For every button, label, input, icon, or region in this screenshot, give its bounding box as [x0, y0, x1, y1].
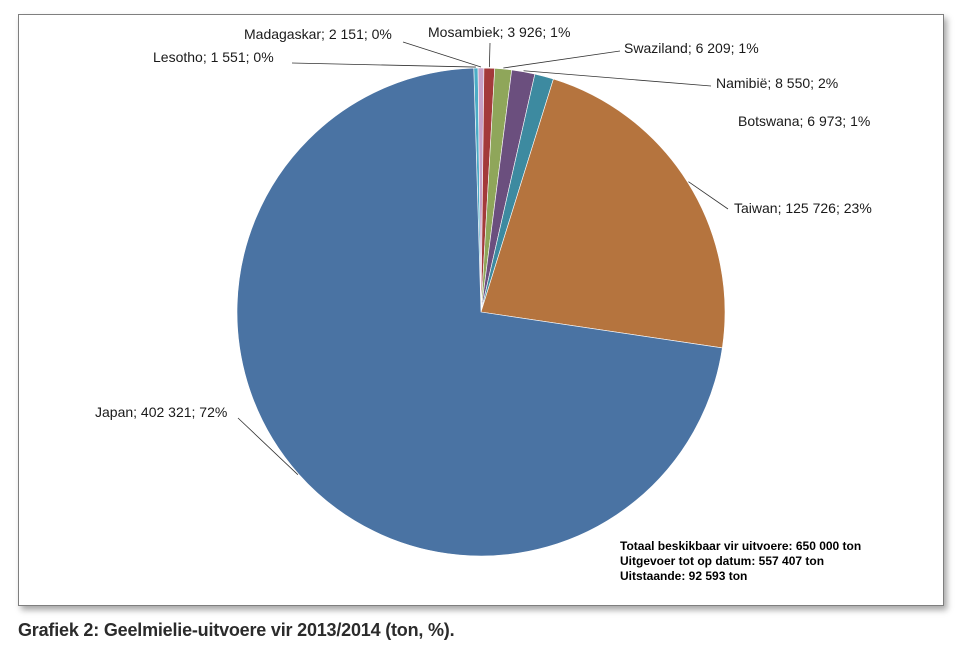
pie-slices [236, 67, 726, 557]
export-summary: Totaal beskikbaar vir uitvoere: 650 000 … [620, 539, 861, 584]
leader-line-taiwan [688, 181, 729, 210]
slice-labels: Japan; 402 321; 72% Lesotho; 1 551; 0% Mad… [95, 24, 872, 420]
summary-total: Totaal beskikbaar vir uitvoere: 650 000 … [620, 539, 862, 553]
leader-line-lesotho [291, 62, 476, 68]
slice-label-madagaskar: Madagaskar; 2 151; 0% [244, 26, 392, 42]
pie-slice-japan [236, 67, 723, 557]
leader-line-namibi [523, 70, 712, 87]
leader-line-swaziland [503, 50, 621, 69]
pie-slice-taiwan [480, 78, 726, 349]
slice-label-botswana: Botswana; 6 973; 1% [738, 113, 870, 129]
slice-label-swaziland: Swaziland; 6 209; 1% [624, 40, 759, 56]
leader-line-mosambiek [488, 42, 491, 68]
leader-line-madagaskar [402, 41, 482, 68]
slice-label-japan: Japan; 402 321; 72% [95, 404, 227, 420]
slice-label-namibi: Namibië; 8 550; 2% [716, 75, 838, 91]
slice-label-mosambiek: Mosambiek; 3 926; 1% [428, 24, 570, 40]
figure-caption: Grafiek 2: Geelmielie-uitvoere vir 2013/… [18, 620, 455, 640]
slice-label-taiwan: Taiwan; 125 726; 23% [734, 200, 872, 216]
summary-exported: Uitgevoer tot op datum: 557 407 ton [620, 554, 825, 568]
leader-line-japan [237, 417, 299, 476]
summary-outstanding: Uitstaande: 92 593 ton [620, 569, 748, 583]
leader-lines [237, 41, 729, 476]
slice-label-lesotho: Lesotho; 1 551; 0% [153, 49, 274, 65]
